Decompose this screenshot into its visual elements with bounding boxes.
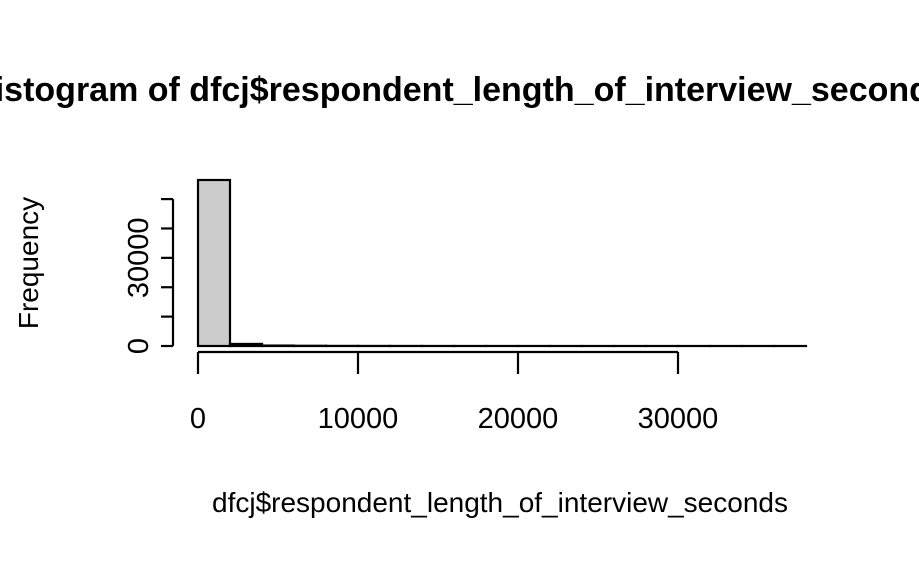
x-axis-label: dfcj$respondent_length_of_interview_seco… bbox=[212, 487, 788, 518]
y-tick-label-3: 30000 bbox=[123, 218, 155, 299]
histogram-bar-1 bbox=[228, 342, 264, 348]
chart-title: Histogram of dfcj$respondent_length_of_i… bbox=[0, 71, 919, 109]
y-axis-label: Frequency bbox=[13, 197, 44, 329]
bars-group bbox=[196, 178, 808, 348]
x-tick-label-1: 10000 bbox=[318, 403, 399, 435]
x-tick-label-2: 20000 bbox=[478, 403, 559, 435]
x-tick-label-0: 0 bbox=[190, 403, 206, 435]
x-tick-label-3: 30000 bbox=[638, 403, 719, 435]
y-tick-label-0: 0 bbox=[123, 338, 155, 354]
x-axis: 0 10000 20000 30000 bbox=[190, 350, 719, 435]
histogram-bar-0 bbox=[196, 178, 232, 348]
y-axis: 0 30000 bbox=[123, 197, 175, 354]
